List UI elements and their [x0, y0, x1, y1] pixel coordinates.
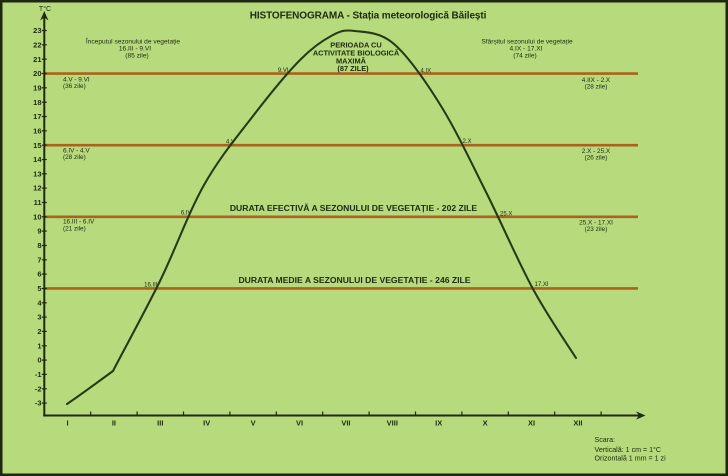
svg-text:I: I — [66, 419, 68, 428]
svg-text:4.IX - 17.XI: 4.IX - 17.XI — [510, 46, 543, 53]
svg-text:4.IX: 4.IX — [421, 69, 432, 75]
svg-text:20: 20 — [33, 69, 41, 78]
svg-text:11: 11 — [34, 198, 42, 207]
svg-text:-1: -1 — [35, 370, 42, 379]
svg-text:9.VI: 9.VI — [278, 68, 289, 74]
svg-text:4: 4 — [37, 298, 42, 307]
svg-text:14: 14 — [33, 155, 42, 164]
svg-text:9: 9 — [37, 227, 41, 236]
svg-text:17.XI: 17.XI — [535, 282, 549, 288]
svg-text:Începutul sezonului de vegetaț: Începutul sezonului de vegetație — [85, 37, 181, 46]
svg-text:10: 10 — [33, 212, 41, 221]
svg-text:-2: -2 — [35, 384, 42, 393]
svg-text:22: 22 — [33, 40, 41, 49]
svg-text:DURATA MEDIE A SEZONULUI DE VE: DURATA MEDIE A SEZONULUI DE VEGETAȚIE - … — [238, 275, 470, 285]
svg-text:T°C: T°C — [39, 5, 51, 13]
svg-text:16.III - 6.IV: 16.III - 6.IV — [63, 219, 95, 226]
svg-text:1: 1 — [37, 341, 41, 350]
svg-text:VIII: VIII — [387, 419, 398, 428]
svg-text:XII: XII — [573, 419, 582, 428]
svg-text:Scara:: Scara: — [595, 436, 616, 444]
svg-text:25.X: 25.X — [500, 212, 512, 218]
svg-text:16.III: 16.III — [144, 283, 158, 289]
svg-text:VII: VII — [341, 419, 350, 428]
svg-text:IX: IX — [435, 419, 442, 428]
svg-text:(28 zile): (28 zile) — [63, 154, 86, 161]
svg-text:(23 zile): (23 zile) — [585, 226, 608, 233]
svg-text:12: 12 — [33, 184, 41, 193]
svg-text:2: 2 — [37, 327, 41, 336]
svg-text:6: 6 — [37, 270, 41, 279]
svg-text:(26 zile): (26 zile) — [585, 155, 608, 162]
svg-text:16.III - 9.VI: 16.III - 9.VI — [119, 46, 151, 53]
svg-text:0: 0 — [37, 356, 41, 365]
svg-text:3: 3 — [37, 313, 41, 322]
svg-text:4.V - 9.VI: 4.V - 9.VI — [63, 77, 90, 84]
svg-text:MAXIMĂ: MAXIMĂ — [336, 57, 367, 66]
svg-text:-3: -3 — [35, 399, 42, 408]
svg-text:4.IIX - 2.X: 4.IIX - 2.X — [582, 77, 611, 84]
svg-text:6.IV: 6.IV — [181, 211, 192, 217]
svg-text:2.X - 25.X: 2.X - 25.X — [582, 148, 611, 155]
svg-text:ACTIVITATE BIOLOGICĂ: ACTIVITATE BIOLOGICĂ — [313, 49, 400, 58]
svg-text:13: 13 — [33, 169, 41, 178]
svg-text:6.IV - 4.V: 6.IV - 4.V — [63, 148, 90, 155]
svg-text:17: 17 — [33, 112, 41, 121]
svg-text:DURATA EFECTIVĂ A SEZONULUI DE: DURATA EFECTIVĂ A SEZONULUI DE VEGETAȚIE… — [230, 203, 478, 213]
svg-text:15: 15 — [33, 141, 41, 150]
svg-text:21: 21 — [33, 55, 41, 64]
svg-text:X: X — [483, 419, 488, 428]
svg-text:2.X: 2.X — [463, 139, 472, 145]
svg-text:19: 19 — [33, 83, 41, 92]
svg-text:18: 18 — [33, 98, 41, 107]
svg-text:XI: XI — [528, 419, 535, 428]
svg-text:(36 zile): (36 zile) — [63, 83, 86, 90]
svg-text:Verticală: 1 cm = 1°C: Verticală: 1 cm = 1°C — [595, 446, 662, 454]
svg-text:(87 ZILE): (87 ZILE) — [337, 64, 369, 73]
svg-text:Sfârșitul sezonului de vegetaț: Sfârșitul sezonului de vegetație — [481, 39, 573, 46]
svg-text:5: 5 — [37, 284, 41, 293]
svg-text:HISTOFENOGRAMA - Stația meteor: HISTOFENOGRAMA - Stația meteorologică Bă… — [250, 11, 487, 22]
svg-text:V: V — [251, 419, 256, 428]
svg-text:II: II — [112, 419, 116, 428]
svg-text:16: 16 — [33, 126, 41, 135]
svg-text:VI: VI — [296, 419, 303, 428]
svg-text:8: 8 — [37, 241, 41, 250]
svg-text:Orizontală 1 mm = 1 zi: Orizontală 1 mm = 1 zi — [595, 455, 667, 463]
svg-text:(21 zile): (21 zile) — [63, 226, 86, 233]
svg-text:7: 7 — [37, 255, 41, 264]
svg-text:4.V: 4.V — [226, 140, 235, 146]
svg-text:IV: IV — [203, 419, 210, 428]
svg-text:(85 zile): (85 zile) — [125, 53, 148, 60]
svg-text:(74 zile): (74 zile) — [513, 53, 536, 60]
svg-text:PERIOADA CU: PERIOADA CU — [330, 41, 381, 50]
svg-text:(28 zile): (28 zile) — [585, 83, 608, 90]
svg-text:25.X - 17.XI: 25.X - 17.XI — [579, 219, 613, 226]
svg-text:23: 23 — [33, 26, 41, 35]
svg-text:III: III — [157, 419, 163, 428]
